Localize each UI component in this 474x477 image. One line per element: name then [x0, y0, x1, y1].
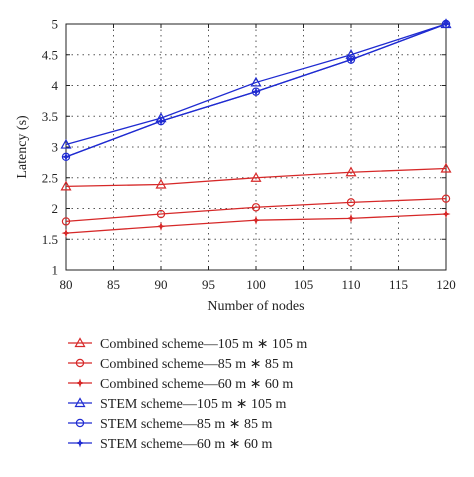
circle-marker	[75, 358, 85, 368]
legend-label: Combined scheme—105 m ∗ 105 m	[100, 337, 307, 352]
series-line	[65, 198, 447, 223]
series-3	[61, 209, 451, 238]
series-1	[60, 162, 452, 191]
triangle-marker	[440, 162, 452, 173]
x-tick-label: 100	[246, 277, 266, 292]
legend-item: Combined scheme—85 m ∗ 85 m	[68, 357, 293, 372]
star-marker	[75, 378, 85, 388]
y-tick-label: 2.5	[42, 170, 58, 185]
y-tick-label: 1.5	[42, 232, 58, 247]
x-tick-label: 80	[60, 277, 73, 292]
star-marker	[251, 215, 261, 225]
legend: Combined scheme—105 m ∗ 105 m Combined sc…	[68, 337, 307, 452]
star-marker	[441, 209, 451, 219]
circle-marker	[61, 217, 71, 226]
legend-item: STEM scheme—105 m ∗ 105 m	[68, 397, 286, 412]
triangle-marker	[345, 166, 357, 177]
series-2	[61, 194, 451, 226]
triangle-marker	[74, 397, 86, 408]
star-marker	[61, 228, 71, 238]
y-tick-label: 4	[52, 78, 59, 93]
circle-marker	[251, 203, 261, 212]
triangle-marker	[250, 172, 262, 182]
x-tick-label: 105	[294, 277, 314, 292]
series-line	[65, 167, 447, 188]
y-tick-label: 4.5	[42, 47, 58, 62]
star-marker	[346, 213, 356, 223]
triangle-marker	[60, 138, 72, 149]
x-tick-label: 115	[389, 277, 408, 292]
x-tick-label: 85	[107, 277, 120, 292]
triangle-marker	[155, 178, 167, 189]
y-tick-label: 1	[52, 263, 59, 278]
legend-label: STEM scheme—105 m ∗ 105 m	[100, 397, 286, 412]
star-marker	[346, 55, 356, 65]
y-axis-ticks: 1 1.5 2 2.5 3 3.5 4 4.5 5	[42, 17, 446, 278]
circle-marker	[75, 418, 85, 428]
x-tick-label: 95	[202, 277, 215, 292]
series-line	[65, 23, 447, 146]
x-tick-label: 120	[436, 277, 456, 292]
triangle-marker	[74, 337, 86, 348]
y-tick-label: 3.5	[42, 109, 58, 124]
legend-label: Combined scheme—85 m ∗ 85 m	[100, 357, 293, 372]
star-marker	[441, 19, 451, 29]
legend-item: Combined scheme—105 m ∗ 105 m	[68, 337, 307, 352]
legend-label: STEM scheme—60 m ∗ 60 m	[100, 437, 272, 452]
x-axis-title: Number of nodes	[207, 299, 304, 314]
y-tick-label: 3	[52, 140, 59, 155]
legend-item: STEM scheme—60 m ∗ 60 m	[68, 437, 272, 452]
grid-lines	[66, 24, 446, 270]
star-marker	[61, 152, 71, 162]
circle-marker	[441, 194, 451, 203]
y-axis-title: Latency (s)	[15, 115, 30, 179]
triangle-marker	[60, 180, 72, 191]
star-marker	[156, 116, 166, 126]
star-marker	[156, 221, 166, 231]
star-marker	[75, 438, 85, 448]
series-group	[60, 18, 452, 238]
circle-marker	[156, 209, 166, 219]
circle-marker	[346, 198, 356, 207]
y-tick-label: 5	[52, 17, 59, 32]
star-marker	[251, 87, 261, 97]
legend-item: Combined scheme—60 m ∗ 60 m	[68, 377, 293, 392]
x-axis-ticks: 80 85 90 95 100 105 110 115 120	[60, 24, 456, 292]
x-tick-label: 90	[155, 277, 168, 292]
y-tick-label: 2	[52, 201, 59, 216]
legend-item: STEM scheme—85 m ∗ 85 m	[68, 417, 272, 432]
legend-label: Combined scheme—60 m ∗ 60 m	[100, 377, 293, 392]
triangle-marker	[250, 76, 262, 87]
series-6	[61, 19, 451, 162]
legend-label: STEM scheme—85 m ∗ 85 m	[100, 417, 272, 432]
x-tick-label: 110	[341, 277, 360, 292]
